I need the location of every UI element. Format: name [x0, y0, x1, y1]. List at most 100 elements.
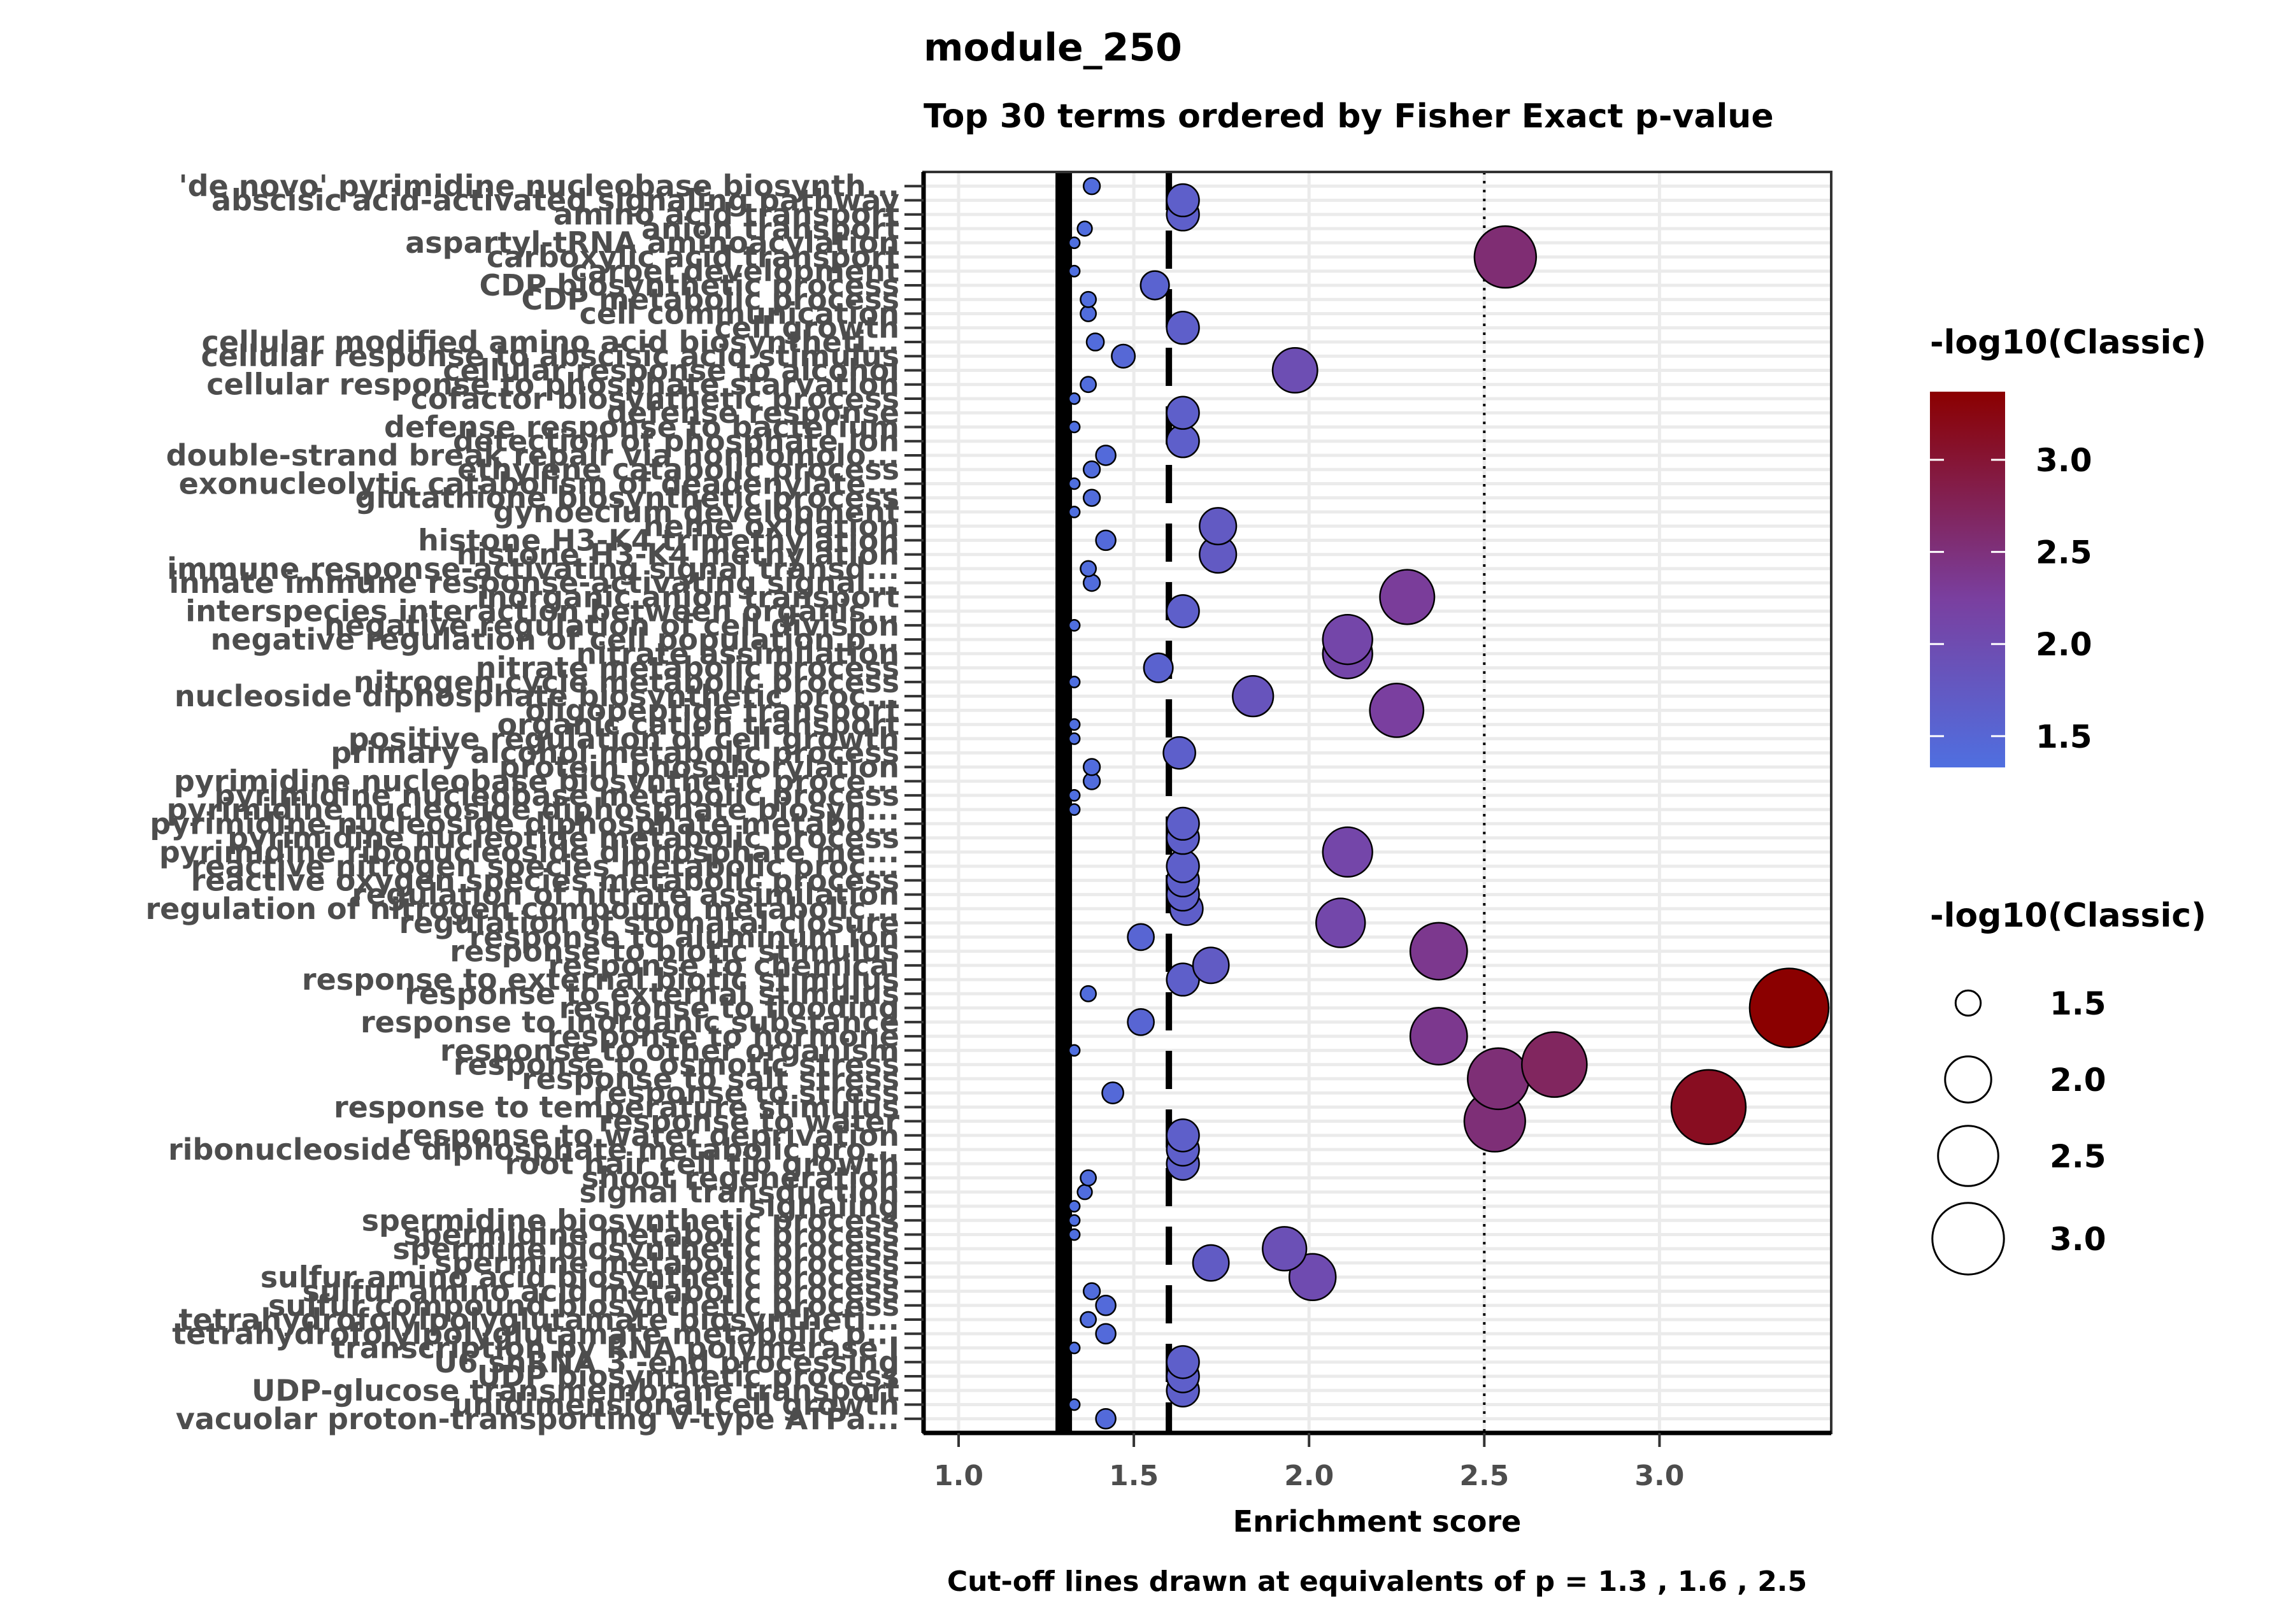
- y-tick-label: cellular modified amino acid biosyntheti…: [202, 325, 899, 359]
- size-legend-circle: [1954, 989, 1982, 1017]
- x-tick-label: 2.0: [1284, 1460, 1334, 1492]
- y-tick-label: pyrimidine nucleobase metabolic process: [214, 778, 899, 813]
- data-point: [1166, 424, 1200, 459]
- y-tick-label: UDP-glucose transmembrane transport: [252, 1373, 899, 1407]
- y-tick-label: primary alcohol metabolic process: [331, 736, 899, 770]
- data-point: [1068, 676, 1081, 688]
- data-point: [1082, 758, 1101, 776]
- data-point: [1271, 347, 1318, 394]
- y-tick-label: heme oxidation: [643, 509, 899, 543]
- y-tick-label: aspartyl-tRNA aminoacylation: [405, 225, 899, 260]
- y-tick-label: sulfur amino acid biosynthetic process: [261, 1260, 899, 1294]
- data-point: [1068, 477, 1081, 490]
- color-legend-ticks: 1.5 2.0 2.5 3.0: [1930, 442, 2092, 755]
- y-tick-label: immune response-activating signal transd…: [167, 552, 899, 586]
- data-point: [1068, 392, 1081, 405]
- y-tick-label: reactive oxygen species metabolic proces…: [191, 863, 899, 897]
- y-tick-label: inorganic anion transport: [476, 580, 899, 614]
- y-tick-label: response to water deprivation: [398, 1118, 899, 1153]
- data-point: [1288, 1253, 1337, 1302]
- size-legend-circle: [1944, 1055, 1992, 1104]
- data-point: [1315, 897, 1366, 948]
- cutoff-lines: [1055, 172, 1486, 1433]
- size-legend-label: 2.0: [2050, 1062, 2106, 1099]
- data-point: [1143, 652, 1174, 683]
- y-tick-label: response to salt stress: [522, 1062, 899, 1096]
- size-legend-label: 1.5: [2050, 985, 2106, 1022]
- data-point: [1068, 803, 1081, 816]
- y-tick-label: transcription by RNA polymerase I: [331, 1331, 899, 1365]
- y-tick-label: cofactor biosynthetic process: [411, 381, 899, 416]
- data-point: [1076, 220, 1093, 237]
- y-tick-label: tetrahydrofolylpolyglutamate metabolic p…: [172, 1316, 899, 1351]
- chart-title: module_250: [924, 25, 1182, 70]
- y-tick-label: glutathione biosynthetic process: [355, 481, 899, 515]
- data-point: [1166, 395, 1200, 430]
- y-tick-label: spermine metabolic process: [434, 1246, 899, 1280]
- y-tick-label: cellular response to phosphate starvatio…: [206, 367, 899, 402]
- y-tick-label: organic cation transport: [497, 708, 899, 742]
- data-point: [1068, 1341, 1081, 1355]
- data-point: [1748, 967, 1830, 1048]
- y-tick-label: response to stress: [593, 1076, 899, 1110]
- y-tick-label: regulation of stomatal closure: [399, 906, 899, 940]
- y-tick-label: signal transduction: [579, 1175, 899, 1209]
- data-point: [1068, 420, 1081, 434]
- data-point: [1379, 569, 1436, 625]
- y-tick-label: protein phosphorylation: [499, 750, 899, 784]
- y-tick-label: unidimensional cell growth: [452, 1388, 899, 1422]
- data-point: [1068, 1214, 1081, 1227]
- data-point: [1139, 270, 1170, 301]
- data-point: [1127, 923, 1155, 951]
- data-point: [1409, 922, 1468, 981]
- x-tick-label: 1.5: [1109, 1460, 1159, 1492]
- x-axis-ticks: 1.0 1.5 2.0 2.5 3.0: [934, 1433, 1684, 1492]
- data-point: [1080, 1169, 1097, 1186]
- data-point: [1166, 183, 1200, 218]
- y-tick-label: response to external stimulus: [404, 976, 899, 1011]
- x-tick-label: 1.0: [934, 1460, 983, 1492]
- y-tick-label: nucleoside diphosphate biosynthetic proc…: [175, 679, 899, 713]
- y-tick-label: regulation of nitrate assimilation: [352, 878, 899, 912]
- y-tick-label: carpel development: [571, 254, 899, 288]
- y-tick-label: response to hormone: [547, 1019, 899, 1053]
- data-point: [1082, 488, 1101, 507]
- y-tick-label: UDP biosynthetic process: [477, 1359, 899, 1393]
- data-point: [1670, 1069, 1747, 1146]
- data-point: [1095, 529, 1117, 552]
- y-tick-label: CDP metabolic process: [521, 282, 899, 317]
- y-tick-label: nitrogen cycle metabolic process: [354, 665, 899, 699]
- y-tick-label: cellular response to alcohol: [443, 353, 899, 387]
- data-point: [1068, 1200, 1081, 1213]
- y-tick-label: sulfur amino acid metabolic process: [303, 1274, 899, 1309]
- data-point: [1322, 826, 1373, 878]
- x-tick-label: 2.5: [1459, 1460, 1509, 1492]
- y-tick-label: response to osmotic stress: [454, 1048, 899, 1082]
- x-tick-label: 3.0: [1634, 1460, 1684, 1492]
- data-point: [1166, 311, 1200, 345]
- y-tick-label: 'de novo' pyrimidine nucleobase biosynth…: [179, 169, 899, 203]
- y-tick-label: nitrate assimilation: [576, 636, 899, 671]
- y-tick-label: spermidine metabolic process: [404, 1218, 900, 1252]
- data-point: [1262, 1226, 1308, 1272]
- y-tick-label: pyrimidine nucleoside diphosphate metabo…: [150, 806, 899, 841]
- data-point: [1080, 376, 1097, 394]
- size-legend: 1.5 2.0 2.5 3.0: [1931, 985, 2106, 1276]
- data-point: [1095, 1295, 1117, 1316]
- data-point: [1068, 789, 1081, 802]
- color-tick-label: 2.0: [2036, 626, 2092, 663]
- y-tick-label: gynoecium development: [493, 495, 899, 529]
- y-tick-label: response to water: [599, 1104, 899, 1139]
- data-point: [1080, 290, 1097, 308]
- y-tick-label: sulfur compound biosynthetic process: [268, 1288, 899, 1323]
- y-tick-label: response to flooding: [559, 991, 899, 1025]
- y-tick-label: response to external biotic stimulus: [302, 962, 899, 997]
- y-tick-label: interspecies interaction between organis…: [185, 594, 899, 629]
- data-point: [1162, 736, 1196, 770]
- color-legend-bar: [1930, 392, 2005, 767]
- size-legend-label: 3.0: [2050, 1221, 2106, 1258]
- y-tick-label: nitrate metabolic process: [476, 651, 899, 685]
- y-tick-label: anion transport: [641, 211, 899, 246]
- y-tick-label: amino acid transport: [554, 197, 899, 232]
